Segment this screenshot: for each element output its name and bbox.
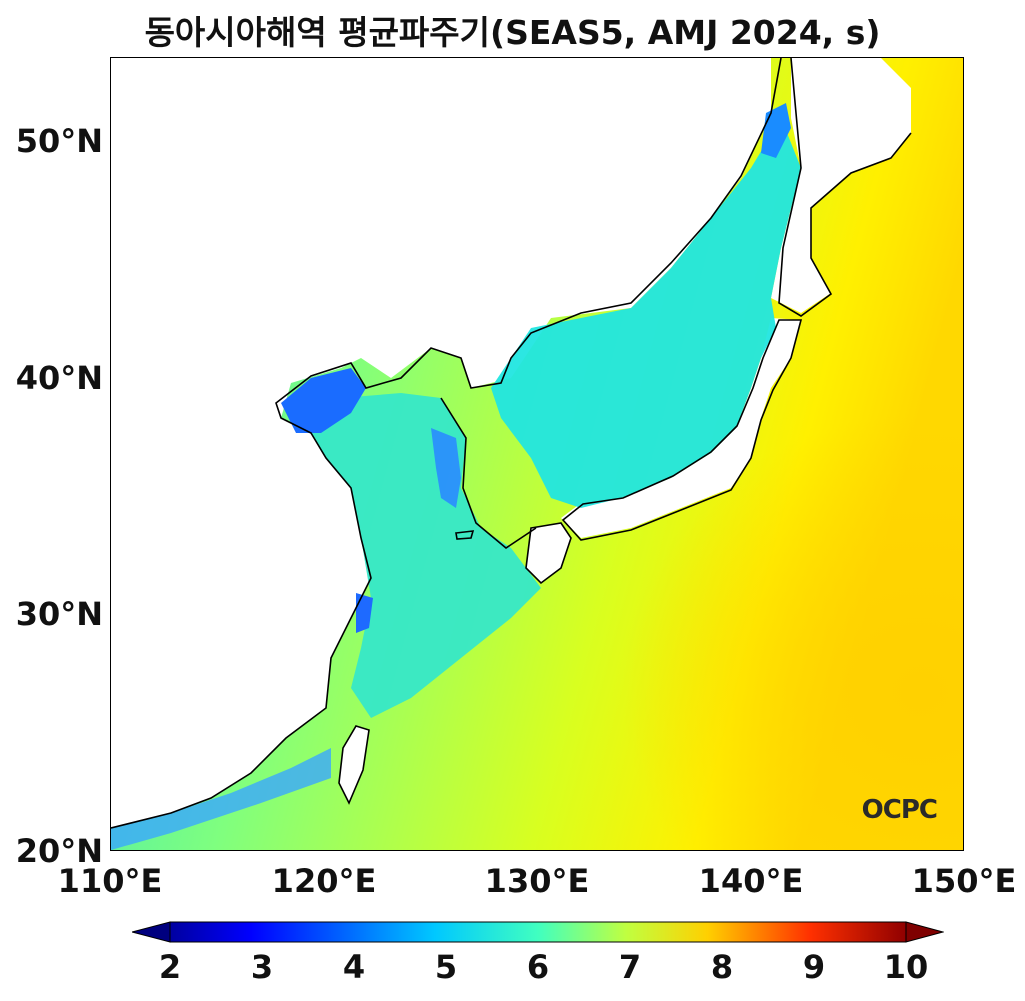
east-sea-field [491,118,801,508]
asian-continent-land [111,58,771,828]
colorbar-tick-4: 4 [342,948,366,986]
lon-tick-130e: 130°E [484,862,590,900]
lon-tick-110e: 110°E [57,862,163,900]
colorbar-tick-2: 2 [158,948,182,986]
colorbar-tick-9: 9 [802,948,826,986]
colorbar [132,921,944,943]
yellow-sea-field [311,393,541,718]
colorbar-tick-7: 7 [618,948,642,986]
west-korea-coastal-field [431,428,461,508]
ocpc-logo: OCPC [861,795,938,825]
bohai-sea-field [281,368,366,433]
map-panel [110,57,964,851]
colorbar-extend-low [132,921,171,943]
lon-tick-120e: 120°E [271,862,377,900]
colorbar-gradient [169,921,907,943]
taiwan-land [339,726,369,803]
map-title: 동아시아해역 평균파주기(SEAS5, AMJ 2024, s) [144,13,881,52]
lon-tick-140e: 140°E [698,862,804,900]
coastlines [111,58,912,829]
south-china-coastal-field [111,748,331,850]
lat-tick-50n: 50°N [15,122,103,160]
lat-tick-20n: 20°N [15,832,103,870]
colorbar-tick-3: 3 [250,948,274,986]
hangzhou-bay-field [356,593,373,633]
lat-tick-40n: 40°N [15,359,103,397]
colorbar-tick-10: 10 [883,948,929,986]
japan-honshu-land [561,318,801,538]
lat-tick-30n: 30°N [15,595,103,633]
hokkaido-sakhalin-land [771,58,911,313]
wave-period-map [111,58,963,850]
colorbar-tick-5: 5 [434,948,458,986]
colorbar-tick-6: 6 [526,948,550,986]
colorbar-extend-high [905,921,944,943]
colorbar-tick-8: 8 [710,948,734,986]
lon-tick-150e: 150°E [911,862,1017,900]
